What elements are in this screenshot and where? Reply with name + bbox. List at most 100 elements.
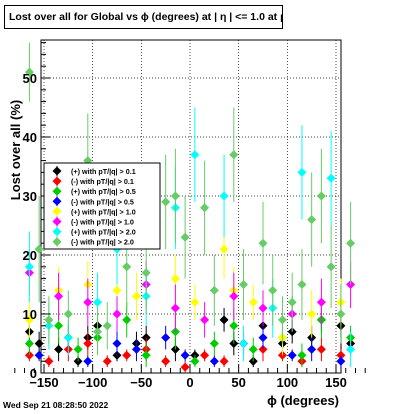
- data-point: [161, 197, 171, 207]
- data-point: [180, 232, 190, 242]
- timestamp-footer: Wed Sep 21 08:28:50 2022: [3, 400, 109, 410]
- data-point: [34, 350, 44, 360]
- data-point: [161, 333, 171, 343]
- x-tick-label: 150: [325, 375, 347, 390]
- data-point: [248, 344, 258, 354]
- data-point: [219, 315, 229, 325]
- data-point: [258, 238, 268, 248]
- data-point: [112, 309, 122, 319]
- data-point: [170, 303, 180, 313]
- data-point: [287, 297, 297, 307]
- data-point: [326, 173, 336, 183]
- legend-label: (+) with pT/|q| > 0.5: [71, 187, 136, 196]
- data-point: [239, 339, 249, 348]
- legend-label: (+) with pT/|q| > 0.1: [71, 167, 136, 176]
- data-point: [229, 291, 239, 301]
- data-point: [229, 150, 239, 160]
- data-point: [336, 309, 346, 319]
- legend-label: (+) with pT/|q| > 2.0: [71, 228, 136, 237]
- data-point: [24, 315, 34, 325]
- x-axis-label: ϕ (degrees): [267, 393, 339, 408]
- data-point: [287, 350, 297, 360]
- data-point: [131, 291, 141, 301]
- x-tick-label: 100: [276, 375, 298, 390]
- data-point: [24, 67, 34, 77]
- data-point: [180, 350, 190, 360]
- data-point: [209, 356, 219, 366]
- legend-label: (-) with pT/|q| > 0.5: [71, 197, 134, 206]
- data-point: [200, 203, 210, 213]
- data-point: [346, 344, 356, 354]
- data-point: [219, 191, 229, 201]
- data-point: [190, 150, 200, 160]
- data-point: [268, 285, 278, 295]
- legend-marker: [52, 217, 62, 226]
- data-point: [307, 309, 317, 319]
- legend-marker: [52, 196, 62, 206]
- legend-marker: [52, 227, 62, 237]
- legend-label: (-) with pT/|q| > 2.0: [71, 238, 134, 247]
- data-point: [141, 350, 151, 360]
- data-point: [131, 344, 141, 354]
- data-point: [44, 356, 54, 366]
- data-point: [83, 356, 93, 366]
- data-point: [326, 262, 336, 272]
- x-tick-label: −150: [29, 375, 58, 390]
- data-point: [54, 291, 64, 301]
- data-point: [83, 339, 93, 348]
- legend-marker: [52, 237, 62, 247]
- data-point: [141, 268, 151, 278]
- legend-label: (+) with pT/|q| > 1.0: [71, 207, 136, 216]
- data-point: [190, 356, 200, 366]
- data-point: [122, 262, 132, 272]
- legend-label: (-) with pT/|q| > 0.1: [71, 177, 134, 186]
- data-point: [248, 297, 258, 307]
- chart-title: Lost over all for Global vs ϕ (degrees) …: [4, 5, 283, 29]
- data-point: [297, 350, 307, 360]
- data-point: [112, 285, 122, 295]
- data-point: [219, 356, 229, 366]
- y-tick-label: 40: [23, 130, 37, 145]
- data-point: [54, 344, 64, 354]
- data-point: [229, 321, 239, 331]
- data-point: [316, 191, 326, 201]
- data-point: [190, 297, 200, 307]
- data-point: [200, 350, 210, 360]
- data-point: [346, 238, 356, 248]
- data-point: [219, 244, 229, 254]
- data-point: [180, 362, 190, 372]
- x-tick-label: −50: [130, 375, 152, 390]
- data-point: [316, 344, 326, 354]
- data-point: [307, 344, 317, 354]
- data-point: [24, 262, 34, 272]
- data-point: [122, 350, 132, 360]
- data-point: [307, 215, 317, 225]
- legend-label: (-) with pT/|q| > 1.0: [71, 218, 134, 227]
- data-point: [258, 333, 268, 343]
- data-point: [122, 315, 132, 325]
- data-point: [102, 321, 112, 331]
- y-axis-label: Lost over all (%): [8, 100, 23, 200]
- data-point: [83, 297, 93, 307]
- data-point: [200, 315, 210, 325]
- data-point: [277, 315, 287, 325]
- data-point: [336, 356, 346, 366]
- y-tick-label: 50: [23, 71, 37, 86]
- data-point: [170, 191, 180, 201]
- data-point: [34, 244, 44, 254]
- data-point: [297, 167, 307, 177]
- y-tick-label: 10: [23, 307, 37, 322]
- data-point: [258, 303, 268, 313]
- data-point: [34, 339, 44, 348]
- data-point: [102, 356, 112, 366]
- legend-marker: [52, 186, 62, 196]
- data-point: [316, 297, 326, 307]
- legend: (+) with pT/|q| > 0.1(-) with pT/|q| > 0…: [43, 162, 161, 250]
- x-tick-label: −100: [78, 375, 107, 390]
- data-point: [112, 339, 122, 348]
- data-point: [93, 297, 103, 307]
- data-point: [63, 309, 73, 319]
- legend-box: [43, 162, 161, 250]
- data-point: [44, 315, 54, 325]
